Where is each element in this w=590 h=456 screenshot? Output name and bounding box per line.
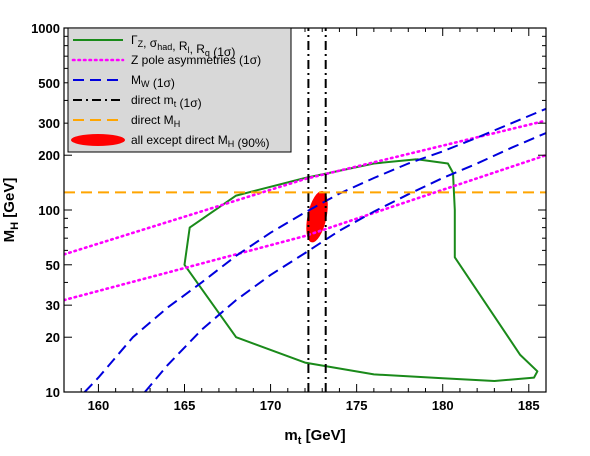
x-tick-label: 170 <box>260 398 282 413</box>
y-tick-label: 1000 <box>31 21 60 36</box>
legend: ΓZ, σhad, Rl, Rq (1σ)Z pole asymmetries … <box>67 27 292 153</box>
legend-label: direct mt (1σ) <box>131 93 202 110</box>
series-line-zwidth <box>183 158 539 382</box>
y-tick-label: 50 <box>46 258 60 273</box>
x-axis-title: mt [GeV] <box>284 427 345 447</box>
series-line-zpole_upper <box>64 119 546 256</box>
ellipse-90-all-except-direct-mh <box>306 190 328 243</box>
y-tick-label: 30 <box>46 298 60 313</box>
x-tick-label: 175 <box>346 398 368 413</box>
legend-label: MW (1σ) <box>131 73 175 90</box>
y-tick-label: 10 <box>46 385 60 400</box>
legend-label: Z pole asymmetries (1σ) <box>131 53 261 67</box>
x-tick-label: 185 <box>518 398 540 413</box>
legend-label: ΓZ, σhad, Rl, Rq (1σ) <box>131 33 235 59</box>
y-tick-label: 200 <box>38 148 60 163</box>
y-tick-label: 500 <box>38 76 60 91</box>
ticks-layer: 160 165 170 175 180 185 10 20 30 50 100 200 300 500 10… <box>31 21 547 413</box>
legend-box <box>67 27 292 153</box>
legend-label: all except direct MH (90%) <box>131 133 270 150</box>
series-line-zpole_lower <box>64 153 546 302</box>
y-tick-label: 20 <box>46 330 60 345</box>
legend-label: direct MH <box>131 113 180 129</box>
series-line-mw_lower <box>144 132 546 392</box>
y-tick-label: 100 <box>38 203 60 218</box>
data-layer <box>64 28 546 392</box>
x-tick-label: 165 <box>174 398 196 413</box>
x-tick-label: 160 <box>88 398 110 413</box>
legend-swatch <box>71 134 125 146</box>
y-axis-title: MH [GeV] <box>1 178 21 243</box>
y-tick-label: 300 <box>38 116 60 131</box>
x-tick-label: 180 <box>432 398 454 413</box>
series-line-mw_upper <box>83 107 546 392</box>
